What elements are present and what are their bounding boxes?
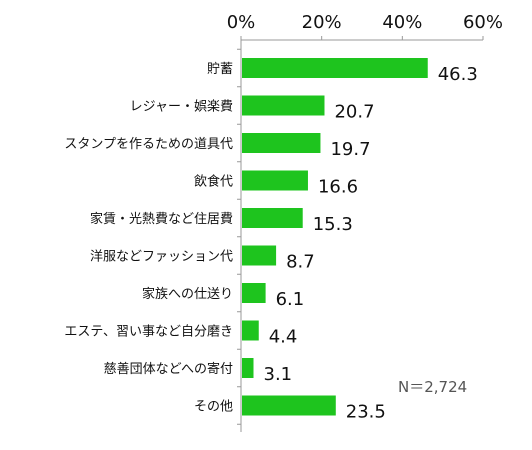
bar [242,58,428,78]
value-label: 15.3 [313,214,353,235]
category-label: 貯蓄 [207,62,233,77]
bar [242,133,321,153]
bar [242,395,336,416]
x-tick-label: 20% [302,12,342,33]
category-label: その他 [194,400,233,415]
category-label: 家賃・光熱費など住居費 [90,211,233,227]
label-layer: 貯蓄 46.3 レジャー・娯楽費 20.7 スタンプを作るための道具代 19.7 飲食代 16… [64,62,477,423]
bar [242,358,254,378]
x-tick-label: 60% [463,12,503,33]
value-label: 23.5 [346,402,386,423]
category-label: エステ、習い事など自分磨き [64,325,233,340]
bar [242,320,259,341]
value-label: 4.4 [269,327,298,348]
sample-size-note: N＝2,724 [398,378,467,396]
bar [242,245,277,266]
category-label: レジャー・娯楽費 [130,99,233,115]
bar [242,170,308,191]
bar-layer [242,58,428,416]
bar [242,208,303,228]
bar [242,95,325,116]
value-label: 16.6 [318,177,358,198]
value-label: 8.7 [286,252,315,273]
x-tick-label: 40% [382,12,422,33]
category-label: 洋服などファッション代 [90,250,233,265]
value-label: 6.1 [276,289,305,310]
value-label: 19.7 [330,139,370,160]
value-label: 3.1 [264,364,293,385]
category-label: 飲食代 [194,174,233,190]
x-tick-label: 0% [227,12,256,33]
value-label: 20.7 [334,102,374,123]
category-label: 慈善団体などへの寄付 [104,361,233,377]
category-label: 家族への仕送り [142,286,233,302]
value-label: 46.3 [438,64,478,85]
bar [242,283,266,303]
axis-layer: 0% 20% 40% 60% [227,12,503,432]
category-label: スタンプを作るための道具代 [64,137,233,152]
